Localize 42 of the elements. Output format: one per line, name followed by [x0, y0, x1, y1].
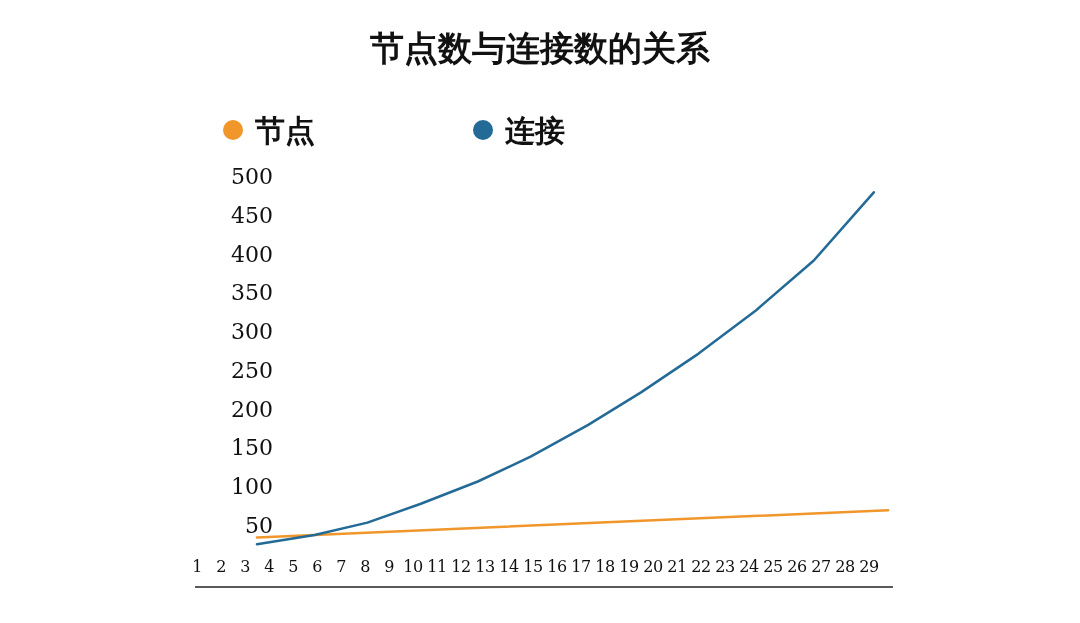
y-tick-label: 50: [245, 512, 273, 538]
x-tick-label: 4: [264, 557, 275, 576]
x-tick-label: 24: [739, 557, 759, 576]
y-tick-label: 300: [231, 319, 273, 345]
y-tick-label: 150: [231, 435, 273, 461]
x-tick-label: 9: [384, 557, 395, 576]
legend-label: 节点: [254, 113, 315, 148]
y-tick-label: 400: [231, 241, 273, 267]
x-tick-label: 10: [403, 557, 423, 576]
x-tick-label: 26: [787, 557, 807, 576]
y-tick-label: 450: [231, 202, 273, 228]
x-tick-label: 3: [240, 557, 250, 576]
x-tick-label: 25: [763, 557, 783, 576]
x-tick-label: 29: [859, 557, 879, 576]
x-tick-label: 27: [811, 557, 831, 576]
x-tick-label: 20: [643, 557, 663, 576]
y-tick-label: 100: [231, 474, 273, 500]
y-tick-label: 200: [231, 396, 273, 422]
x-tick-label: 17: [571, 557, 591, 576]
x-tick-label: 19: [619, 557, 639, 576]
x-tick-label: 7: [336, 557, 347, 576]
x-tick-label: 15: [523, 557, 543, 576]
y-tick-label: 500: [231, 164, 273, 189]
x-tick-label: 21: [667, 557, 687, 576]
x-tick-label: 23: [715, 557, 735, 576]
x-tick-label: 22: [691, 557, 711, 576]
x-tick-label: 6: [312, 557, 323, 576]
x-tick-label: 11: [427, 557, 447, 576]
x-tick-label: 18: [595, 557, 615, 576]
x-tick-label: 12: [451, 557, 471, 576]
y-tick-label: 350: [231, 280, 273, 306]
legend-label: 连接: [505, 113, 565, 148]
x-tick-label: 13: [475, 557, 495, 576]
x-tick-label: 5: [288, 557, 298, 576]
x-tick-label: 28: [835, 557, 855, 576]
x-tick-label: 16: [547, 557, 567, 576]
y-tick-label: 250: [231, 357, 273, 383]
chart-title: 节点数与连接数的关系: [369, 28, 711, 68]
x-tick-label: 14: [499, 557, 519, 576]
x-tick-label: 8: [360, 557, 371, 576]
x-tick-label: 2: [216, 557, 226, 576]
x-tick-label: 1: [192, 557, 202, 576]
